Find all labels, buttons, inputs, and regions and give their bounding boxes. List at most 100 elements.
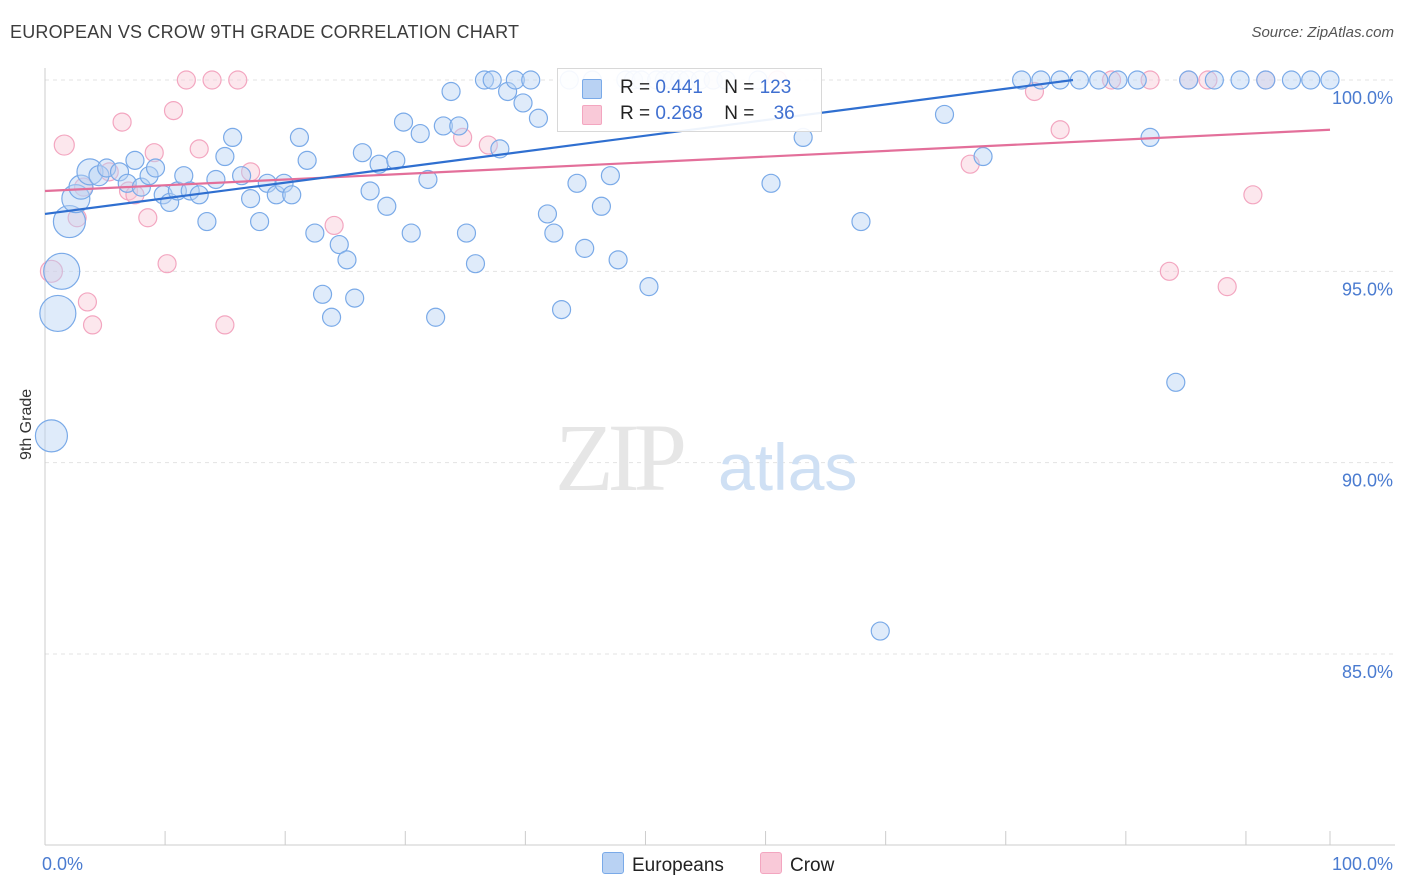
crow-point (453, 127, 473, 147)
legend-n-label: N = (724, 103, 755, 124)
crow-point (39, 259, 64, 283)
crow-point (478, 135, 498, 155)
crow-point (82, 315, 103, 335)
european-point (34, 419, 69, 453)
european-point (266, 185, 286, 205)
x-tick-label-min: 0.0% (42, 854, 83, 874)
european-point (608, 250, 628, 270)
crow-trend-line (44, 128, 1331, 193)
european-point (215, 146, 235, 167)
europeans-swatch (602, 852, 624, 874)
legend-n-value-crow: 36 (773, 103, 795, 124)
crow-swatch (760, 852, 782, 874)
european-point (43, 252, 81, 290)
european-point (551, 300, 572, 320)
european-point (1089, 70, 1109, 90)
european-point (456, 223, 477, 243)
european-point (97, 158, 117, 178)
european-point (1069, 70, 1090, 90)
european-point (145, 158, 166, 178)
european-point (282, 185, 302, 205)
chart-title: EUROPEAN VS CROW 9TH GRADE CORRELATION C… (10, 22, 520, 42)
european-point (575, 238, 595, 258)
european-point (249, 211, 270, 232)
european-point (1179, 70, 1199, 90)
european-point (1320, 70, 1340, 90)
european-point (68, 174, 94, 200)
european-point (197, 211, 217, 232)
legend-swatch-europeans (582, 79, 602, 99)
legend-r-value-crow: 0.268 (655, 103, 703, 124)
european-point (1166, 372, 1186, 392)
european-point (433, 116, 453, 136)
crow-point (215, 315, 235, 335)
european-point (426, 307, 446, 327)
legend-n-value-europeans: 123 (759, 77, 792, 98)
european-point (1281, 70, 1302, 90)
bottom-legend-europeans[interactable]: Europeans (602, 852, 724, 877)
european-point (39, 294, 77, 333)
legend-n-label: N = (724, 77, 755, 98)
y-tick-label: 100.0% (1332, 88, 1393, 108)
european-point (761, 173, 781, 193)
european-point (482, 70, 502, 90)
european-point (352, 143, 372, 163)
crow-point (77, 292, 98, 312)
european-point (223, 127, 243, 147)
crow-point (202, 70, 222, 90)
crow-point (53, 134, 75, 156)
crow-point (163, 101, 184, 121)
european-point (241, 189, 261, 209)
european-point (232, 166, 252, 186)
european-point (441, 81, 461, 102)
crow-point (138, 208, 158, 228)
watermark-atlas: atlas (718, 430, 857, 504)
european-point (139, 166, 159, 186)
european-point (125, 150, 145, 170)
european-point (1230, 70, 1250, 90)
european-point (449, 116, 469, 136)
crow-point (144, 143, 164, 163)
european-point (973, 146, 993, 167)
legend-row-europeans: R = 0.441 N = 123 (582, 77, 792, 99)
bottom-legend-crow[interactable]: Crow (760, 852, 834, 877)
european-point (465, 254, 486, 274)
crow-point (189, 139, 209, 159)
european-point (528, 108, 549, 128)
crow-point (1159, 261, 1179, 281)
european-point (591, 196, 612, 216)
european-point (401, 223, 421, 243)
legend-r-label: R = (620, 103, 651, 124)
crow-point (176, 70, 196, 90)
crow-points (39, 70, 1276, 335)
european-point (1301, 70, 1321, 90)
european-point (851, 211, 871, 232)
european-point (1011, 70, 1032, 90)
european-point (1256, 70, 1276, 90)
y-tick-label: 85.0% (1342, 662, 1393, 682)
european-point (393, 112, 414, 132)
european-point (934, 104, 955, 125)
trend-lines (44, 78, 1331, 216)
source-credit: Source: ZipAtlas.com (1251, 24, 1394, 41)
european-point (410, 123, 430, 144)
european-point (513, 93, 533, 113)
european-point (498, 81, 518, 102)
y-tick-label: 90.0% (1342, 471, 1393, 491)
european-point (567, 173, 587, 193)
european-point (360, 181, 380, 201)
european-point (870, 621, 890, 641)
european-point (544, 223, 564, 243)
watermark-zip: ZIP (555, 404, 684, 511)
european-point (1031, 70, 1051, 90)
tick-labels: 85.0% 90.0% 95.0% 100.0% 0.0% 100.0% (42, 88, 1393, 874)
crow-point (1198, 70, 1218, 90)
european-point (312, 284, 333, 304)
y-tick-label: 95.0% (1342, 279, 1393, 299)
european-point (52, 204, 87, 239)
european-points (34, 70, 1340, 641)
legend-swatch-crow (582, 105, 602, 125)
european-point (88, 165, 110, 187)
european-point (1108, 70, 1128, 90)
